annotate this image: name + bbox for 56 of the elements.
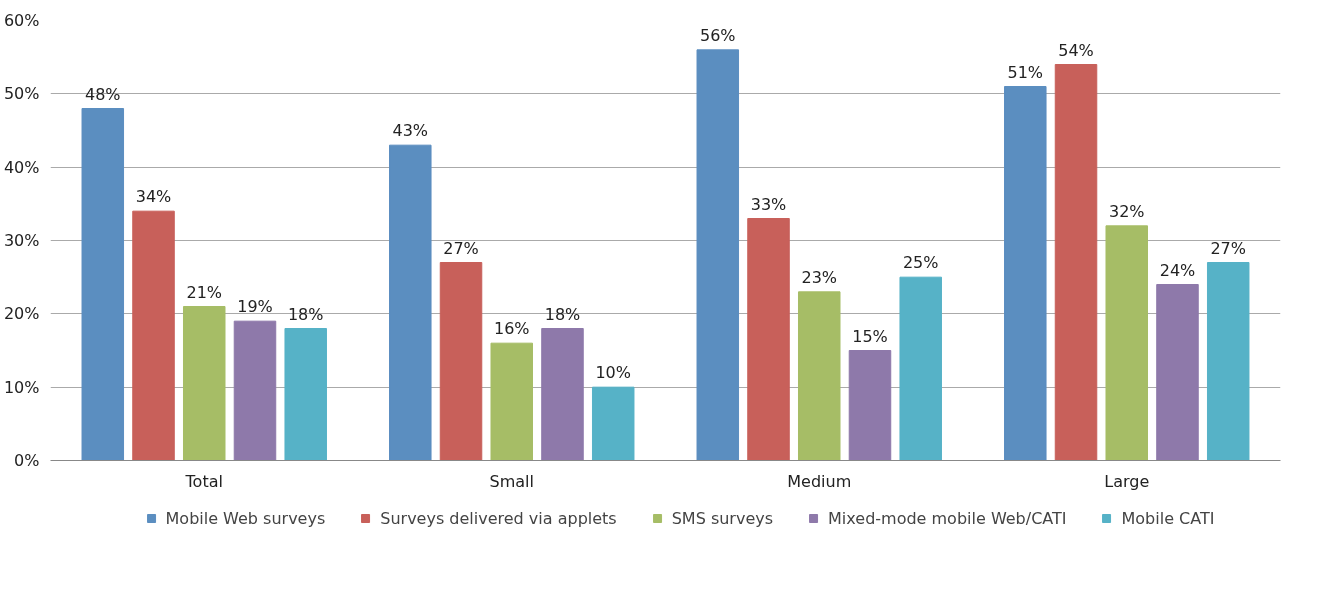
bar — [81, 108, 125, 461]
y-tick-label: 10% — [3, 377, 40, 397]
y-tick-label: 40% — [3, 157, 40, 177]
bar — [233, 320, 277, 461]
x-tick-label: Small — [489, 471, 534, 491]
data-label: 48% — [84, 84, 121, 104]
legend-label: Mixed-mode mobile Web/CATI — [828, 508, 1067, 528]
legend-label: Mobile CATI — [1121, 508, 1215, 528]
data-label: 27% — [443, 238, 479, 258]
bar — [182, 306, 226, 461]
bar — [1206, 262, 1250, 461]
data-label: 10% — [595, 363, 632, 383]
legend-label: Surveys delivered via applets — [380, 508, 617, 528]
y-tick-label: 60% — [3, 11, 40, 30]
legend-label: SMS surveys — [671, 508, 774, 528]
bar — [797, 291, 841, 461]
bar — [284, 328, 327, 461]
bar — [899, 276, 942, 461]
data-label: 21% — [186, 282, 223, 302]
data-label: 16% — [493, 319, 530, 339]
x-tick-label: Total — [184, 471, 223, 491]
x-tick-label: Medium — [787, 471, 852, 491]
bar — [747, 218, 790, 461]
data-label: 24% — [1159, 260, 1196, 280]
bar — [439, 262, 483, 461]
bar — [848, 350, 892, 461]
data-label: 54% — [1058, 40, 1094, 60]
data-label: 34% — [135, 187, 172, 207]
bar — [132, 210, 175, 461]
bar — [541, 328, 584, 461]
y-tick-label: 30% — [3, 231, 40, 250]
bar — [1004, 86, 1047, 461]
x-tick-label: Large — [1104, 471, 1150, 491]
bar — [1105, 225, 1149, 461]
data-label: 51% — [1007, 62, 1044, 82]
data-label: 56% — [699, 25, 736, 45]
data-label: 43% — [392, 121, 429, 141]
data-label: 15% — [852, 326, 888, 346]
data-label: 23% — [801, 267, 838, 287]
bar — [1054, 64, 1098, 461]
data-label: 19% — [237, 297, 273, 317]
data-label: 33% — [750, 194, 787, 214]
bar — [490, 342, 534, 461]
data-label: 18% — [544, 304, 581, 324]
data-label: 25% — [902, 253, 939, 273]
bar — [1156, 284, 1199, 461]
y-tick-label: 20% — [3, 304, 40, 324]
data-label: 27% — [1210, 238, 1247, 258]
data-label: 18% — [287, 304, 324, 324]
y-tick-label: 50% — [3, 84, 40, 104]
bar — [696, 49, 740, 461]
legend-label: Mobile Web surveys — [165, 508, 326, 528]
data-label: 32% — [1108, 201, 1145, 221]
bar — [389, 144, 432, 461]
y-tick-label: 0% — [14, 451, 40, 470]
bar — [591, 386, 635, 461]
